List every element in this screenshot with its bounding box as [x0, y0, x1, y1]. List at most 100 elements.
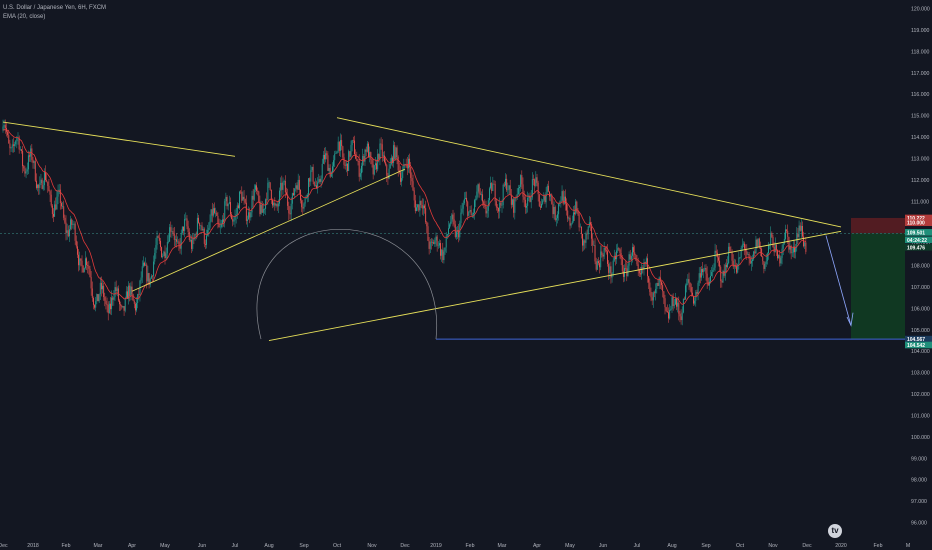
candle-body — [412, 181, 414, 191]
candle-body — [774, 244, 776, 253]
candle-body — [526, 205, 527, 208]
candle-body — [83, 268, 85, 273]
candle-body — [222, 219, 223, 225]
price-tick-label: 107.000 — [911, 285, 930, 291]
candle-body — [200, 225, 202, 227]
candle-body — [223, 219, 225, 222]
candle-body — [302, 207, 304, 209]
descending-trendline-left — [2, 121, 236, 157]
candle-body — [470, 210, 472, 216]
candle-body — [550, 194, 552, 197]
candle-body — [766, 253, 768, 261]
candle-body — [696, 292, 698, 294]
candle-body — [345, 163, 347, 166]
candle-body — [451, 214, 453, 222]
candle-body — [685, 285, 687, 300]
candle-body — [545, 192, 547, 203]
candle-body — [604, 247, 606, 251]
candle-body — [546, 185, 548, 193]
candle-body — [380, 143, 382, 145]
candle-body — [337, 141, 339, 152]
candle-body — [554, 206, 556, 221]
candle-body — [500, 202, 502, 206]
tradingview-logo-icon[interactable]: tv — [828, 524, 842, 538]
candle-body — [644, 262, 646, 264]
candle-body — [341, 140, 343, 147]
projection-arrow — [825, 235, 852, 326]
candle-body — [542, 200, 544, 204]
candle-body — [51, 205, 53, 214]
candle-body — [579, 226, 581, 228]
candle-body — [800, 225, 802, 231]
candle-body — [425, 208, 427, 223]
candle-body — [64, 217, 66, 223]
candle-body — [510, 194, 512, 205]
candle-body — [575, 201, 577, 215]
candle-body — [647, 258, 648, 277]
candle-body — [158, 237, 160, 241]
candle-body — [122, 306, 124, 308]
candle-body — [148, 273, 150, 285]
candle-body — [297, 179, 299, 190]
candle-body — [282, 181, 284, 190]
candle-body — [429, 241, 431, 249]
candle-body — [284, 180, 286, 193]
candle-body — [216, 212, 218, 216]
candle-body — [694, 300, 696, 304]
price-tag-label: 109.476 — [907, 245, 925, 251]
candle-body — [527, 197, 529, 206]
candle-body — [103, 285, 105, 298]
stop-loss-zone — [851, 217, 905, 234]
candle-body — [610, 266, 612, 278]
candle-body — [648, 276, 650, 283]
candle-body — [781, 248, 783, 258]
candle-body — [27, 155, 29, 170]
candle-body — [676, 298, 677, 307]
candle-body — [96, 294, 98, 302]
candle-body — [272, 200, 273, 206]
candle-body — [318, 179, 320, 183]
candle-body — [728, 246, 730, 264]
candle-body — [115, 287, 117, 292]
candle-body — [54, 204, 56, 217]
candle-body — [43, 171, 45, 186]
candle-body — [276, 204, 278, 207]
candle-body — [450, 221, 452, 225]
candle-body — [377, 154, 379, 170]
candle-body — [772, 236, 774, 248]
candle-body — [373, 165, 375, 175]
candle-body — [536, 177, 538, 183]
candle-body — [602, 254, 604, 257]
candle-body — [547, 185, 549, 192]
candle-body — [361, 165, 362, 174]
candle-body — [228, 202, 230, 204]
time-tick-label: Jun — [198, 543, 206, 549]
candle-body — [762, 256, 764, 262]
candle-body — [790, 245, 792, 254]
candle-body — [576, 201, 578, 212]
candle-body — [149, 278, 151, 285]
candle-body — [753, 251, 755, 260]
candle-body — [354, 140, 355, 155]
candle-body — [368, 143, 369, 158]
candle-body — [618, 248, 620, 250]
candle-body — [533, 179, 534, 180]
time-tick-label: Mar — [94, 543, 103, 549]
time-tick-label: Apr — [533, 543, 541, 549]
candle-body — [56, 196, 58, 210]
candle-body — [31, 148, 33, 160]
candle-body — [152, 275, 153, 277]
candle-body — [218, 223, 220, 228]
candle-body — [441, 249, 443, 256]
candle-body — [760, 247, 761, 249]
candle-body — [286, 192, 287, 195]
candle-body — [75, 240, 77, 247]
candle-body — [687, 279, 689, 284]
candle-body — [140, 277, 142, 281]
candle-body — [248, 212, 250, 220]
candle-body — [202, 228, 204, 231]
candle-body — [252, 195, 254, 200]
candle-body — [357, 160, 359, 162]
candle-body — [534, 179, 536, 186]
